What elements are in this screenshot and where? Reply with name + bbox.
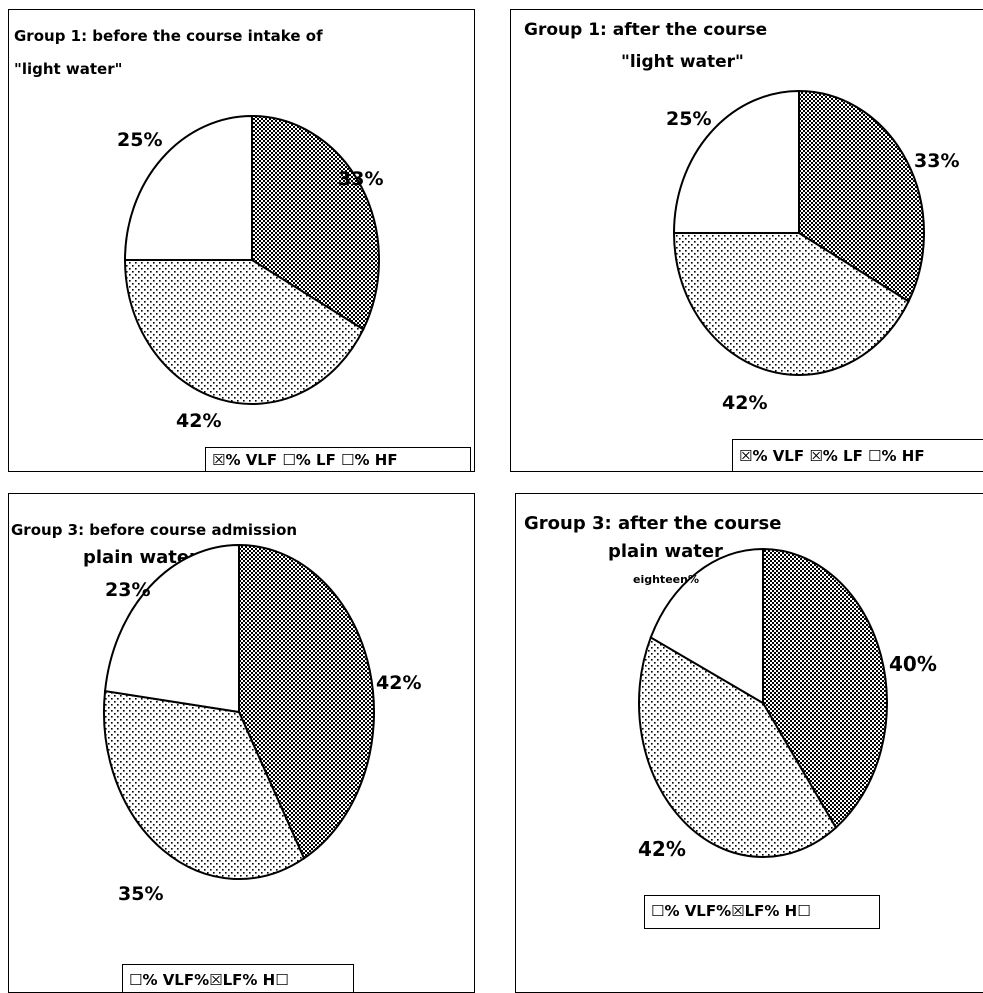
pie-slice-vlf [762, 547, 888, 830]
pie-slice-vlf [251, 114, 380, 331]
chart-3-label-hf: 23% [105, 579, 151, 601]
chart-1-label-vlf: 33% [338, 168, 384, 190]
chart-4-label-lf: 42% [638, 837, 686, 861]
chart-2-label-vlf: 33% [914, 150, 960, 172]
chart-2-title-line2: "light water" [621, 52, 744, 72]
pie-slice-hf [123, 114, 253, 261]
pie-slice-hf [649, 547, 764, 705]
pie-slice-vlf [238, 543, 375, 860]
chart-panel-4: Group 3: after the course plain water 40… [515, 493, 983, 993]
chart-1-title-line1: Group 1: before the course intake of [14, 27, 323, 45]
chart-3-label-vlf: 42% [376, 672, 422, 694]
chart-1-label-hf: 25% [117, 129, 163, 151]
chart-3-title-line1: Group 3: before course admission [11, 521, 298, 539]
chart-2-pie [672, 89, 925, 376]
chart-2-label-lf: 42% [722, 392, 768, 414]
pie-slice-vlf [798, 89, 925, 303]
chart-1-title-line2: "light water" [14, 60, 123, 78]
chart-3-legend: ☐% VLF%☒LF% H☐ [122, 964, 354, 992]
chart-4-label-hf: eighteen% [633, 573, 699, 586]
pie-slice-lf [103, 689, 306, 880]
pie-slice-hf [672, 89, 800, 234]
chart-4-label-vlf: 40% [889, 652, 937, 676]
chart-1-pie [123, 114, 380, 405]
chart-2-legend: ☒% VLF ☒% LF ☐% HF [732, 439, 983, 471]
chart-1-legend: ☒% VLF ☐% LF ☐% HF [205, 447, 471, 471]
chart-panel-2: Group 1: after the course "light water" … [510, 9, 983, 472]
chart-panel-3: Group 3: before course admission plain w… [8, 493, 475, 993]
chart-4-title-line2: plain water [608, 541, 723, 562]
chart-3-label-lf: 35% [118, 883, 164, 905]
chart-3-pie [103, 543, 375, 880]
chart-1-label-lf: 42% [176, 410, 222, 432]
chart-4-pie [638, 547, 888, 858]
chart-2-label-hf: 25% [666, 108, 712, 130]
chart-4-title-line1: Group 3: after the course [524, 513, 782, 534]
pie-slice-hf [103, 543, 240, 714]
pie-slice-lf [638, 635, 838, 858]
chart-panel-1: Group 1: before the course intake of "li… [8, 9, 475, 472]
chart-2-title-line1: Group 1: after the course [524, 20, 768, 40]
pie-slice-lf [123, 259, 365, 405]
chart-3-title-line2: plain water [83, 547, 198, 568]
pie-slice-lf [672, 232, 910, 376]
chart-4-legend: ☐% VLF%☒LF% H☐ [644, 895, 880, 929]
